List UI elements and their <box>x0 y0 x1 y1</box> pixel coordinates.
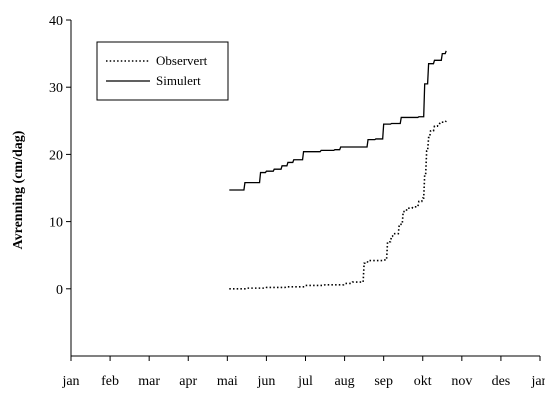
x-tick-label: des <box>492 374 511 389</box>
y-tick-label: 30 <box>49 81 63 96</box>
x-tick-label: jul <box>297 374 313 389</box>
x-tick-label: feb <box>101 374 119 389</box>
x-tick-label: jan <box>61 374 79 389</box>
x-tick-label: okt <box>414 374 432 389</box>
x-tick-label: aug <box>334 374 354 389</box>
y-axis-label: Avrenning (cm/dag) <box>11 130 26 249</box>
legend-label-simulert: Simulert <box>156 73 201 88</box>
x-tick-label: nov <box>451 374 472 389</box>
x-tick-label: jun <box>256 374 275 389</box>
x-tick-label: sep <box>374 374 393 389</box>
x-tick-label: jan <box>530 374 545 389</box>
series-line-simulert <box>229 50 447 191</box>
x-tick-label: mai <box>217 374 238 389</box>
x-tick-label: apr <box>179 374 197 389</box>
series-line-observert <box>229 120 447 290</box>
legend-label-observert: Observert <box>156 53 208 68</box>
y-tick-label: 40 <box>49 14 63 29</box>
series-layer <box>229 50 447 290</box>
x-tick-label: mar <box>138 374 160 389</box>
legend: Observert Simulert <box>96 41 229 101</box>
axes: 0 10 20 30 40 jan feb mar apr mai jun jul aug sep okt n… <box>49 14 545 389</box>
y-tick-label: 0 <box>56 283 63 298</box>
y-tick-label: 10 <box>49 216 63 231</box>
y-tick-label: 20 <box>49 148 63 163</box>
legend-box <box>96 41 229 101</box>
